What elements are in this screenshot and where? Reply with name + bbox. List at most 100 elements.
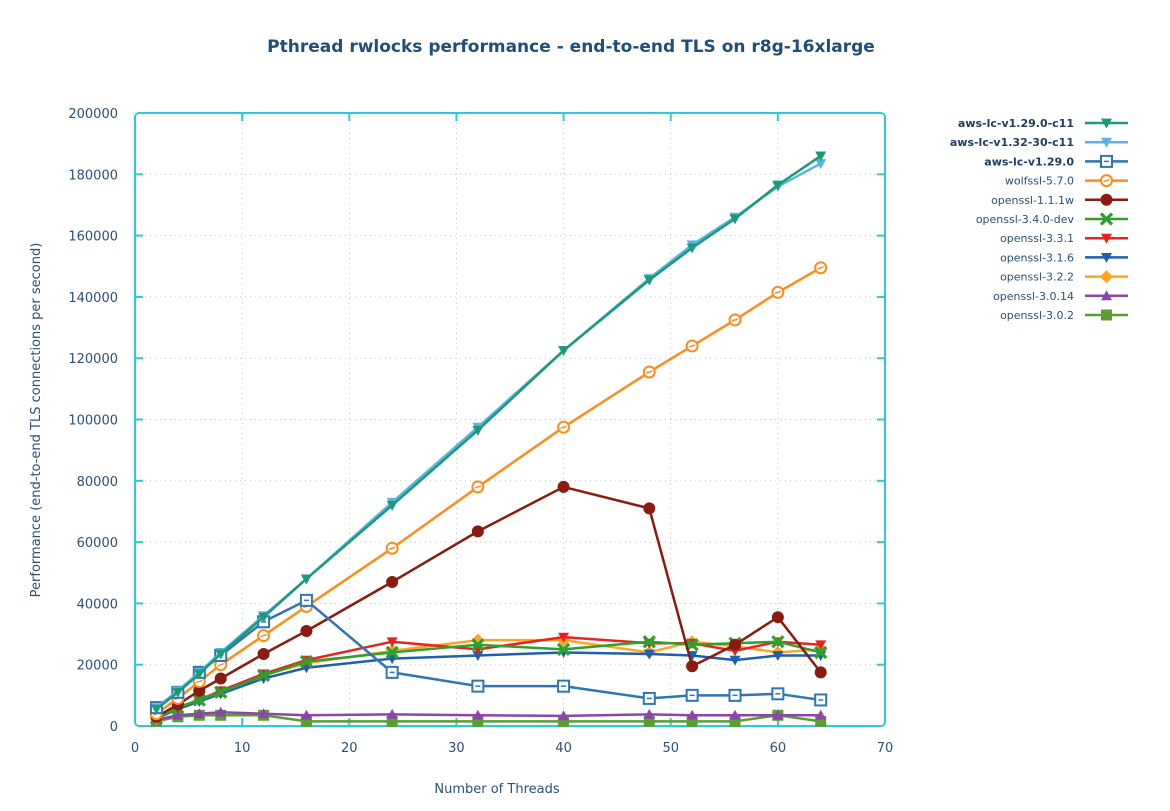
data-point xyxy=(386,575,399,588)
data-point xyxy=(257,629,271,643)
legend-label: aws-lc-v1.29.0-c11 xyxy=(958,117,1074,130)
legend-label: openssl-1.1.1w xyxy=(991,194,1074,207)
data-point xyxy=(386,500,398,511)
legend-marker xyxy=(1100,270,1113,284)
legend-marker xyxy=(1099,212,1114,226)
axis-ticks: 0 20000 40000 60000 80000 100000 120000 140000 1… xyxy=(68,107,893,756)
y-tick-label: 120000 xyxy=(68,352,118,367)
data-point xyxy=(771,285,785,299)
data-point xyxy=(815,640,827,651)
legend-item: openssl-3.2.2 xyxy=(1000,270,1128,284)
data-point xyxy=(643,649,655,660)
legend-item: aws-lc-v1.32-30-c11 xyxy=(950,136,1128,149)
data-point xyxy=(771,687,785,701)
data-point xyxy=(300,715,312,727)
legend-label: openssl-3.0.14 xyxy=(993,290,1074,303)
data-point xyxy=(814,666,827,679)
data-point xyxy=(729,655,741,666)
x-tick-label: 70 xyxy=(877,741,894,756)
data-point xyxy=(258,708,270,719)
data-point xyxy=(729,709,741,720)
legend-item: wolfssl-5.7.0 xyxy=(1005,174,1128,188)
legend-marker xyxy=(1101,309,1112,321)
data-point xyxy=(150,704,162,715)
x-tick-label: 0 xyxy=(131,741,139,756)
data-point xyxy=(772,180,784,191)
data-point xyxy=(643,708,655,719)
y-tick-label: 100000 xyxy=(68,414,118,429)
data-point xyxy=(300,624,313,637)
data-point xyxy=(215,706,227,717)
data-point xyxy=(192,693,206,707)
legend-label: openssl-3.4.0-dev xyxy=(976,213,1075,226)
data-point xyxy=(771,635,785,649)
data-point xyxy=(557,480,570,493)
data-point xyxy=(472,709,484,720)
data-point xyxy=(193,684,206,697)
data-point xyxy=(642,691,656,705)
data-point xyxy=(815,715,827,727)
legend-marker xyxy=(1101,253,1112,263)
data-point xyxy=(815,159,827,170)
legend-marker xyxy=(1101,233,1112,244)
data-point xyxy=(214,672,227,685)
legend-item: aws-lc-v1.29.0 xyxy=(984,154,1128,168)
data-point xyxy=(472,651,484,662)
data-point xyxy=(771,611,784,624)
legend-label: openssl-3.3.1 xyxy=(1000,232,1074,245)
data-point xyxy=(772,709,784,720)
grid xyxy=(135,113,885,726)
data-point xyxy=(729,638,741,651)
data-point xyxy=(728,688,742,702)
legend-item: openssl-3.0.14 xyxy=(993,290,1128,303)
data-point xyxy=(686,709,698,720)
data-point xyxy=(814,693,828,707)
y-tick-label: 0 xyxy=(110,720,118,735)
data-point xyxy=(772,651,784,662)
data-point xyxy=(685,688,699,702)
data-point xyxy=(215,649,227,660)
y-tick-label: 20000 xyxy=(77,659,118,674)
data-point xyxy=(642,365,656,379)
x-tick-label: 20 xyxy=(341,741,358,756)
legend-label: aws-lc-v1.32-30-c11 xyxy=(950,136,1074,149)
series-line xyxy=(156,710,821,722)
legend-marker xyxy=(1101,290,1112,301)
data-point xyxy=(558,710,570,721)
data-point xyxy=(256,668,271,683)
x-tick-label: 10 xyxy=(234,741,251,756)
legend-marker xyxy=(1100,174,1113,188)
x-tick-label: 40 xyxy=(555,741,572,756)
data-point xyxy=(193,708,205,719)
legend-label: openssl-3.0.2 xyxy=(1000,309,1074,322)
legend-marker xyxy=(1101,137,1112,148)
legend-label: openssl-3.2.2 xyxy=(1000,271,1074,284)
legend-label: wolfssl-5.7.0 xyxy=(1005,175,1074,188)
data-point xyxy=(686,715,698,727)
data-point xyxy=(299,593,313,607)
y-tick-label: 160000 xyxy=(68,230,118,245)
legend-label: openssl-3.1.6 xyxy=(1000,251,1074,264)
y-tick-label: 200000 xyxy=(68,107,118,122)
x-tick-label: 30 xyxy=(448,741,465,756)
legend-item: openssl-3.1.6 xyxy=(1000,251,1128,264)
data-point xyxy=(557,420,571,434)
data-point xyxy=(257,647,270,660)
y-tick-label: 40000 xyxy=(77,597,118,612)
data-point xyxy=(385,645,399,660)
data-point xyxy=(471,638,485,652)
data-point xyxy=(472,425,484,436)
data-point xyxy=(471,525,484,538)
legend: aws-lc-v1.29.0-c11 aws-lc-v1.32-30-c11 aws… xyxy=(950,117,1128,322)
data-point xyxy=(556,642,571,657)
series-aws-lc-v1.29.0-c11 xyxy=(150,151,827,715)
data-point xyxy=(729,715,741,727)
data-point xyxy=(471,679,485,693)
y-tick-label: 140000 xyxy=(68,291,118,306)
chart-title: Pthread rwlocks performance - end-to-end… xyxy=(267,37,875,57)
series-line xyxy=(155,640,822,720)
data-point xyxy=(172,687,184,698)
y-tick-label: 60000 xyxy=(77,536,118,551)
legend-item: openssl-1.1.1w xyxy=(991,193,1128,207)
